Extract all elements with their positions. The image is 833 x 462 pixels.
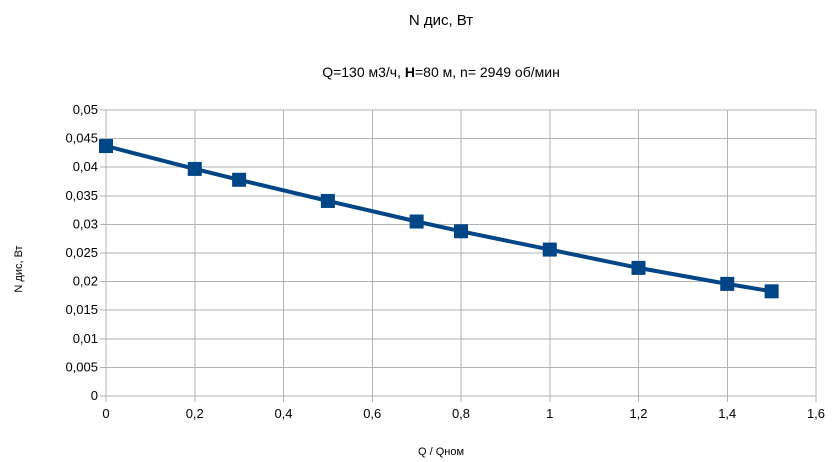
series-line — [105, 144, 772, 294]
data-point-marker — [542, 242, 557, 257]
y-tick-label: 0,04 — [73, 159, 98, 174]
y-tick-label: 0,01 — [73, 331, 98, 346]
subtitle-rest: =80 м, n= 2949 об/мин — [415, 64, 560, 80]
y-tick-label: 0,015 — [65, 302, 98, 317]
y-tick-label: 0,025 — [65, 245, 98, 260]
y-tick-label: 0 — [91, 388, 98, 403]
x-tick-label: 0,2 — [186, 406, 204, 421]
data-point-marker — [454, 224, 468, 239]
x-tick-label: 0 — [102, 406, 109, 421]
x-tick-label: 1 — [546, 406, 553, 421]
data-point-marker — [764, 284, 779, 299]
x-axis-label: Q / Qном — [418, 446, 464, 458]
plot-area: 0 0,005 0,01 0,015 0,02 0,025 0,03 0,035 0,04 0,0… — [65, 102, 825, 421]
y-tick-label: 0,03 — [73, 216, 98, 231]
data-point-marker — [631, 260, 646, 275]
y-tick-label: 0,005 — [65, 359, 98, 374]
x-tick-label: 0,6 — [363, 406, 381, 421]
y-tick-label: 0,035 — [65, 188, 98, 203]
chart-subtitle: Q=130 м3/ч, H=80 м, n= 2949 об/мин — [322, 64, 560, 80]
subtitle-head-symbol: H — [405, 64, 415, 80]
y-tick-label: 0,045 — [65, 131, 98, 146]
subtitle-flow: Q=130 м3/ч, — [322, 64, 405, 80]
data-point-marker — [99, 139, 113, 154]
x-tick-label: 1,6 — [807, 406, 825, 421]
data-point-marker — [409, 214, 424, 229]
y-tick-label: 0,05 — [73, 102, 98, 117]
y-tick-label: 0,02 — [73, 274, 98, 289]
y-axis-label: N дис, Вт — [13, 245, 25, 292]
plot-frame — [105, 109, 817, 397]
x-tick-label: 0,8 — [452, 406, 470, 421]
data-point-marker — [720, 276, 735, 291]
x-tick-label: 0,4 — [274, 406, 292, 421]
x-tick-label: 1,2 — [629, 406, 647, 421]
x-tick-label: 1,4 — [718, 406, 736, 421]
data-point-marker — [232, 172, 247, 187]
chart-title: N дис, Вт — [409, 12, 473, 29]
data-point-marker — [320, 193, 335, 208]
data-point-marker — [187, 161, 202, 176]
